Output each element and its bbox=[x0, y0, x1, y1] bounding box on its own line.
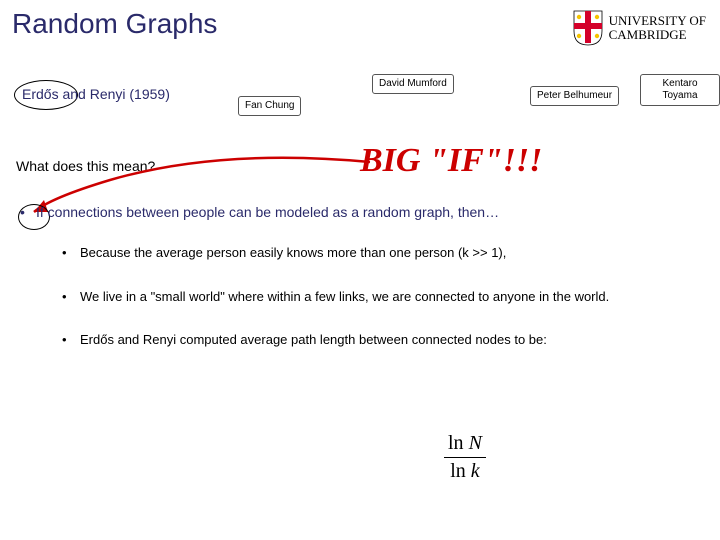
logo-line1: UNIVERSITY OF bbox=[609, 14, 706, 28]
author-belhumeur: Peter Belhumeur bbox=[530, 86, 619, 106]
sub-bullet-3: Erdős and Renyi computed average path le… bbox=[18, 331, 702, 349]
authors-row: Erdős and Renyi (1959) Fan Chung David M… bbox=[0, 72, 720, 142]
sub-bullet-2: We live in a "small world" where within … bbox=[18, 288, 702, 306]
formula-den-fn: ln bbox=[450, 460, 466, 482]
formula-den-var: k bbox=[471, 460, 480, 482]
big-if-text: BIG "IF"!!! bbox=[360, 142, 542, 180]
formula-num-fn: ln bbox=[448, 432, 464, 454]
formula: ln N ln k bbox=[444, 432, 486, 483]
slide-title: Random Graphs bbox=[12, 8, 217, 40]
formula-num-var: N bbox=[469, 432, 482, 454]
author-mumford: David Mumford bbox=[372, 74, 454, 94]
logo-line2: CAMBRIDGE bbox=[609, 28, 706, 42]
bullet-list: If connections between people can be mod… bbox=[18, 204, 702, 375]
shield-icon bbox=[573, 10, 603, 46]
question-text: What does this mean? bbox=[16, 158, 155, 174]
university-logo: UNIVERSITY OF CAMBRIDGE bbox=[573, 10, 706, 46]
author-fanchung: Fan Chung bbox=[238, 96, 301, 116]
main-bullet: If connections between people can be mod… bbox=[18, 204, 702, 220]
author-toyama: Kentaro Toyama bbox=[640, 74, 720, 106]
sub-bullet-1: Because the average person easily knows … bbox=[18, 244, 702, 262]
erdos-renyi-label: Erdős and Renyi (1959) bbox=[22, 86, 170, 102]
